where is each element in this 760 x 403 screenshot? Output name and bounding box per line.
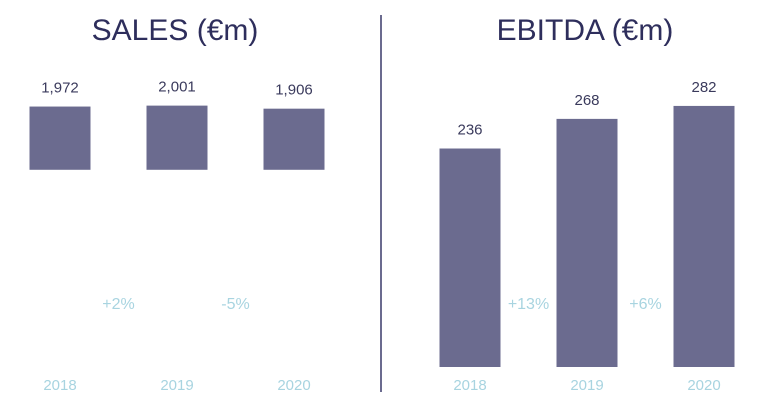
growth-annotation: +6% — [629, 296, 661, 313]
bar — [29, 106, 91, 170]
bar — [556, 118, 618, 367]
growth-annotation: +13% — [508, 296, 549, 313]
bar — [673, 105, 735, 367]
x-tick-label: 2020 — [687, 377, 720, 394]
growth-annotation: +2% — [102, 296, 134, 313]
bar — [263, 108, 325, 170]
value-label: 268 — [574, 92, 599, 109]
value-label: 1,972 — [41, 80, 79, 97]
chart-title: EBITDA (€m) — [497, 14, 674, 47]
x-tick-label: 2019 — [160, 377, 193, 394]
bar — [439, 148, 501, 367]
value-label: 1,906 — [275, 82, 313, 99]
growth-annotation: -5% — [221, 296, 249, 313]
x-tick-label: 2018 — [453, 377, 486, 394]
value-label: 282 — [691, 79, 716, 96]
chart-title: SALES (€m) — [92, 14, 259, 47]
value-label: 236 — [457, 121, 482, 138]
x-tick-label: 2019 — [570, 377, 603, 394]
x-tick-label: 2018 — [43, 377, 76, 394]
x-tick-label: 2020 — [277, 377, 310, 394]
value-label: 2,001 — [158, 79, 196, 96]
bar — [146, 105, 208, 170]
